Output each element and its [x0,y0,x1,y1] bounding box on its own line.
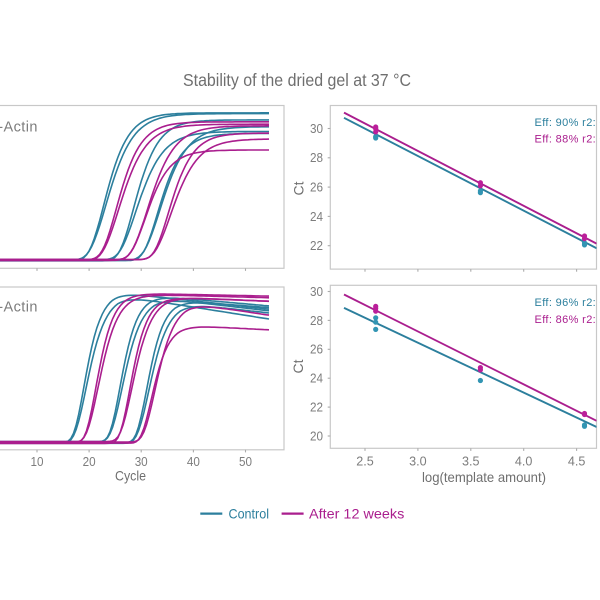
svg-text:Eff: 86% r2: 0.992: Eff: 86% r2: 0.992 [535,314,600,326]
svg-text:3.0: 3.0 [409,454,427,468]
svg-text:30: 30 [135,455,148,469]
svg-text:22: 22 [310,239,323,253]
svg-text:Eff: 96% r2: 0.995: Eff: 96% r2: 0.995 [535,297,600,309]
svg-text:2.5: 2.5 [356,454,374,468]
svg-text:20: 20 [310,429,323,443]
svg-text:Cycle: Cycle [115,467,146,483]
svg-text:log(template amount): log(template amount) [422,469,546,485]
svg-text:4.5: 4.5 [568,454,586,468]
svg-text:Control: Control [229,506,270,522]
svg-text:4.0: 4.0 [515,454,533,468]
svg-text:β-Actin: β-Actin [0,120,38,136]
svg-text:10: 10 [31,455,44,469]
svg-text:Ct: Ct [291,181,307,195]
svg-text:24: 24 [310,210,323,224]
svg-text:50: 50 [239,455,252,469]
svg-text:22: 22 [310,401,323,415]
svg-text:Stability of the dried gel at: Stability of the dried gel at 37 °C [183,70,411,90]
svg-text:Eff: 88% r2: 0.996: Eff: 88% r2: 0.996 [535,133,600,145]
svg-text:26: 26 [310,181,323,195]
svg-text:30: 30 [310,122,323,136]
svg-text:Eff: 90% r2: 0.998: Eff: 90% r2: 0.998 [535,117,600,129]
svg-text:Ct: Ct [290,359,306,373]
svg-text:28: 28 [310,151,323,165]
svg-text:β-Actin: β-Actin [0,300,38,316]
svg-text:26: 26 [310,343,323,357]
svg-text:20: 20 [83,455,96,469]
svg-text:24: 24 [310,372,323,386]
svg-text:After 12 weeks: After 12 weeks [309,506,404,522]
svg-text:40: 40 [187,455,200,469]
svg-text:30: 30 [310,285,323,299]
svg-text:28: 28 [310,314,323,328]
svg-text:3.5: 3.5 [462,454,480,468]
